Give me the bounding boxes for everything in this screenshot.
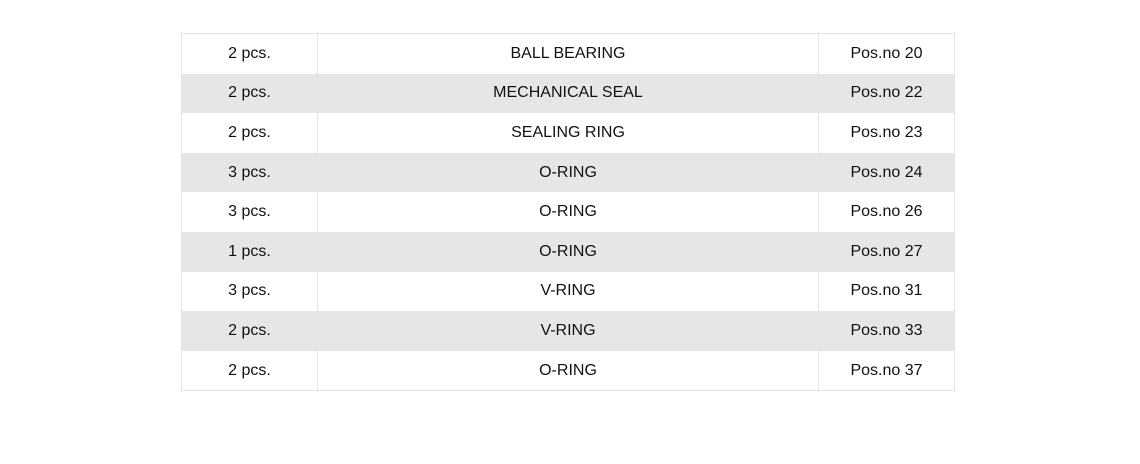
quantity-cell: 3 pcs. xyxy=(181,271,318,312)
position-number-cell: Pos.no 22 xyxy=(818,73,955,114)
table-row: 2 pcs. MECHANICAL SEAL Pos.no 22 xyxy=(181,73,955,114)
position-number-cell: Pos.no 24 xyxy=(818,152,955,193)
table-row: 2 pcs. SEALING RING Pos.no 23 xyxy=(181,113,955,153)
position-number-cell: Pos.no 23 xyxy=(818,113,955,153)
position-number-cell: Pos.no 27 xyxy=(818,231,955,272)
quantity-cell: 3 pcs. xyxy=(181,192,318,232)
table-row: 3 pcs. O-RING Pos.no 24 xyxy=(181,152,955,193)
quantity-cell: 2 pcs. xyxy=(181,113,318,153)
position-number-cell: Pos.no 33 xyxy=(818,311,955,351)
table-row: 2 pcs. O-RING Pos.no 37 xyxy=(181,350,955,391)
part-name-cell: MECHANICAL SEAL xyxy=(317,73,819,114)
part-name-cell: SEALING RING xyxy=(317,113,819,153)
quantity-cell: 2 pcs. xyxy=(181,311,318,351)
part-name-cell: BALL BEARING xyxy=(317,33,819,74)
table-row: 1 pcs. O-RING Pos.no 27 xyxy=(181,231,955,272)
part-name-cell: O-RING xyxy=(317,231,819,272)
part-name-cell: V-RING xyxy=(317,311,819,351)
part-name-cell: O-RING xyxy=(317,350,819,391)
quantity-cell: 2 pcs. xyxy=(181,33,318,74)
position-number-cell: Pos.no 20 xyxy=(818,33,955,74)
part-name-cell: O-RING xyxy=(317,152,819,193)
quantity-cell: 2 pcs. xyxy=(181,73,318,114)
table-row: 2 pcs. BALL BEARING Pos.no 20 xyxy=(181,33,955,74)
position-number-cell: Pos.no 37 xyxy=(818,350,955,391)
position-number-cell: Pos.no 31 xyxy=(818,271,955,312)
quantity-cell: 2 pcs. xyxy=(181,350,318,391)
part-name-cell: V-RING xyxy=(317,271,819,312)
quantity-cell: 3 pcs. xyxy=(181,152,318,193)
parts-table-body: 2 pcs. BALL BEARING Pos.no 20 2 pcs. MECHANI… xyxy=(181,33,955,391)
table-row: 2 pcs. V-RING Pos.no 33 xyxy=(181,311,955,351)
part-name-cell: O-RING xyxy=(317,192,819,232)
table-row: 3 pcs. V-RING Pos.no 31 xyxy=(181,271,955,312)
quantity-cell: 1 pcs. xyxy=(181,231,318,272)
parts-table: 2 pcs. BALL BEARING Pos.no 20 2 pcs. MECHANI… xyxy=(181,33,955,392)
position-number-cell: Pos.no 26 xyxy=(818,192,955,232)
table-row: 3 pcs. O-RING Pos.no 26 xyxy=(181,192,955,232)
